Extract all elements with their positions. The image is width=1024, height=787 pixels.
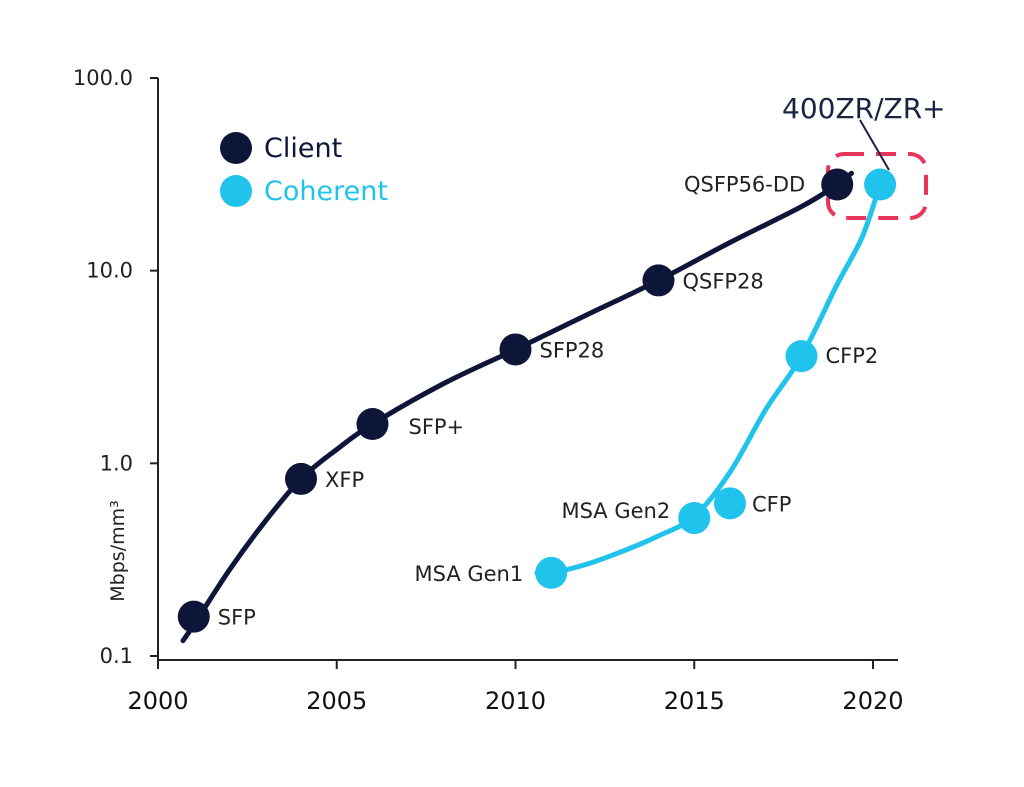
client-curve	[180, 170, 854, 644]
x-tick-label: 2005	[306, 687, 367, 715]
annotation-400zr: 400ZR/ZR+	[782, 92, 946, 220]
series-curves	[180, 170, 883, 644]
point-label-qsfp28: QSFP28	[682, 269, 763, 293]
point-label-qsfp56-dd: QSFP56-DD	[684, 173, 805, 197]
coherent-curve	[534, 182, 883, 577]
point-label-sfp: SFP+	[408, 415, 464, 439]
point-label-msa-gen1: MSA Gen1	[414, 562, 523, 586]
annotation-label: 400ZR/ZR+	[782, 92, 946, 125]
x-tick-label: 2000	[127, 687, 188, 715]
axes	[157, 78, 898, 661]
y-tick-label: 100.0	[73, 66, 133, 90]
x-tick-label: 2020	[842, 687, 903, 715]
client-point-qsfp28	[642, 264, 675, 297]
point-label-cfp: CFP	[752, 492, 791, 516]
y-axis-label: Mbps/mm³	[107, 500, 129, 601]
annotation-pointer-line	[859, 119, 890, 171]
legend-client-label: Client	[264, 133, 342, 164]
point-label-xfp: XFP	[325, 468, 364, 492]
y-tick-label: 0.1	[100, 644, 133, 668]
x-tick-label: 2010	[485, 687, 546, 715]
legend: Client Coherent	[220, 132, 388, 207]
legend-client-marker	[220, 132, 252, 164]
legend-coherent-marker	[220, 175, 252, 207]
coherent-point-cfp2	[785, 340, 818, 373]
y-ticks: 0.1 1.0 10.0 100.0	[73, 66, 158, 668]
coherent-point-msa-gen2	[678, 502, 711, 535]
coherent-point-400zr-zr	[864, 168, 897, 201]
client-point-qsfp56-dd	[821, 168, 854, 201]
coherent-point-cfp	[713, 487, 746, 520]
point-label-sfp: SFP	[218, 606, 256, 630]
y-tick-label: 1.0	[100, 451, 133, 475]
client-point-sfp	[356, 408, 389, 441]
coherent-point-msa-gen1	[535, 556, 568, 589]
series-points	[177, 168, 897, 633]
annotation-dashed-box	[826, 152, 928, 220]
legend-coherent-label: Coherent	[264, 176, 388, 207]
client-point-sfp	[177, 600, 210, 633]
point-label-cfp2: CFP2	[825, 344, 878, 368]
x-ticks: 2000 2005 2010 2015 2020	[127, 660, 904, 715]
x-tick-label: 2015	[664, 687, 725, 715]
point-label-msa-gen2: MSA Gen2	[561, 499, 670, 523]
client-point-sfp28	[499, 333, 532, 366]
client-point-xfp	[284, 462, 317, 495]
y-tick-label: 10.0	[86, 259, 133, 283]
point-labels: SFP XFP SFP+ SFP28 QSFP28 QSFP56-DD MSA Gen1 MS…	[218, 173, 879, 630]
point-label-sfp28: SFP28	[539, 338, 604, 362]
